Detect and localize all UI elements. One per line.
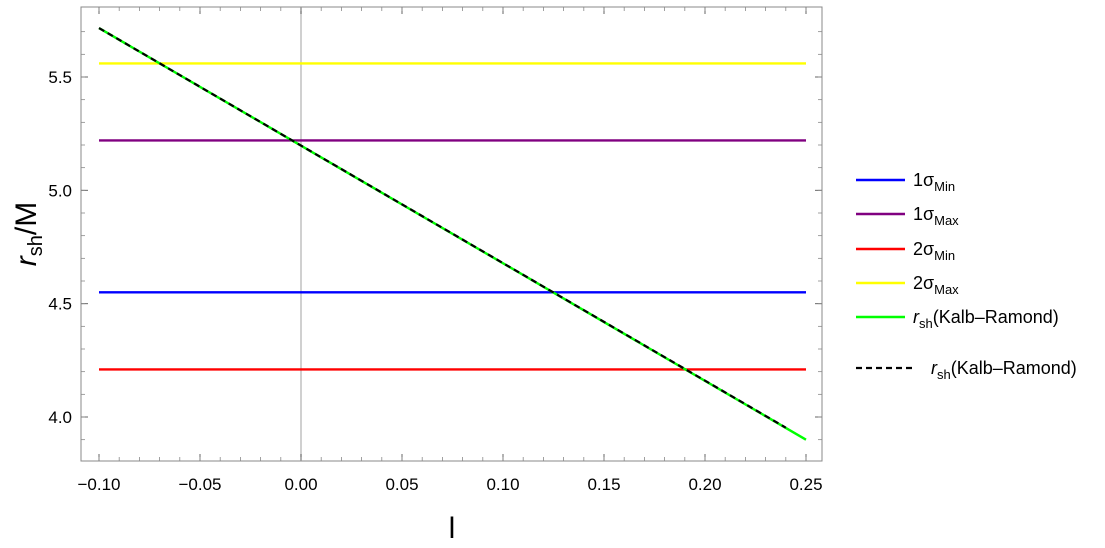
y-tick-label: 5.0 (48, 181, 72, 200)
legend-label-main: 2σ (913, 239, 934, 259)
legend-label-main: 2σ (913, 273, 934, 293)
legend-label-2: 2σMin (913, 239, 955, 263)
series-line-5 (98, 27, 787, 429)
y-axis-title: rsh/M (10, 202, 47, 266)
x-axis-title: l (449, 512, 456, 545)
x-tick-label: 0.25 (789, 475, 822, 494)
legend-label-main: 1σ (913, 170, 934, 190)
legend-label-sub: sh (937, 367, 951, 382)
legend-label-sub: Max (934, 213, 959, 228)
x-tick-label: −0.05 (178, 475, 221, 494)
y-axis-title-sub: sh (25, 235, 47, 256)
legend-label-suffix: (Kalb–Ramond) (951, 358, 1077, 378)
x-tick-label: 0.20 (688, 475, 721, 494)
legend-label-main: 1σ (913, 204, 934, 224)
legend-label-sub: Max (934, 282, 959, 297)
y-axis-title-suffix: /M (10, 202, 43, 235)
plot-frame (80, 6, 823, 462)
y-tick-label: 4.0 (48, 408, 72, 427)
y-tick-label: 4.5 (48, 295, 72, 314)
x-tick-label: 0.15 (587, 475, 620, 494)
y-axis-title-main: r (10, 255, 43, 266)
legend-label-sub: Min (934, 179, 955, 194)
legend-label-main: r (931, 358, 938, 378)
legend-label-sub: sh (919, 316, 933, 331)
legend-label-3: 2σMax (913, 273, 959, 297)
y-tick-label: 5.5 (48, 68, 72, 87)
legend-label-0: 1σMin (913, 170, 955, 194)
legend-label-5: rsh(Kalb–Ramond) (931, 358, 1077, 382)
x-tick-label: 0.10 (486, 475, 519, 494)
legend-label-main: r (913, 307, 920, 327)
legend-label-sub: Min (934, 248, 955, 263)
legend-label-suffix: (Kalb–Ramond) (933, 307, 1059, 327)
x-tick-label: −0.10 (77, 475, 120, 494)
x-tick-label: 0.00 (284, 475, 317, 494)
x-tick-label: 0.05 (385, 475, 418, 494)
legend-label-4: rsh(Kalb–Ramond) (913, 307, 1059, 331)
legend-label-1: 1σMax (913, 204, 959, 228)
